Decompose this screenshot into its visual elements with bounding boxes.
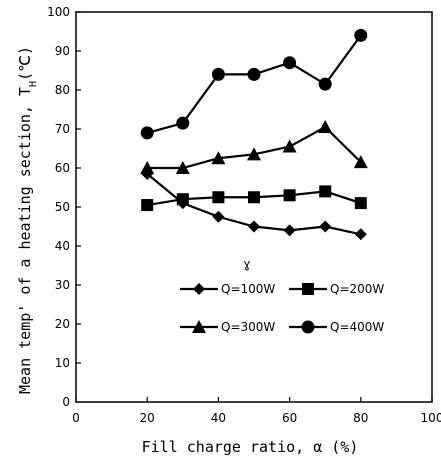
data-point: [211, 67, 225, 81]
y-tick-label: 0: [62, 395, 70, 409]
series-2: [141, 185, 367, 212]
data-point: [354, 28, 368, 42]
y-axis: 0 10 20 30 40 50 60 70 80 90 100: [47, 5, 81, 409]
y-tick-label: 50: [55, 200, 70, 214]
data-point: [175, 161, 190, 174]
legend-marker: [302, 283, 314, 295]
legend-item: Q=200W: [289, 282, 384, 296]
y-axis-title-main: Mean temp' of a heating section, T: [16, 87, 34, 394]
data-point: [140, 126, 154, 140]
data-point: [248, 220, 260, 233]
data-point: [212, 210, 225, 223]
legend-item: Q=400W: [289, 320, 384, 334]
data-point: [247, 147, 261, 161]
legend-item: Q=300W: [180, 320, 275, 334]
x-axis: 0 20 40 60 80 100: [72, 397, 441, 425]
data-point: [283, 189, 296, 202]
legend-label: Q=400W: [330, 320, 384, 334]
data-point: [211, 151, 226, 165]
x-tick-label: 60: [282, 411, 297, 425]
data-point: [247, 67, 261, 81]
data-point: [282, 139, 297, 153]
y-axis-title: Mean temp' of a heating section, TH(℃): [16, 46, 39, 394]
annotation-mark: ɣ: [243, 257, 250, 271]
y-tick-label: 90: [55, 44, 70, 58]
data-point: [140, 161, 155, 174]
data-point: [248, 191, 260, 204]
x-axis-title: Fill charge ratio, α (%): [142, 438, 359, 456]
series-4: [140, 28, 368, 140]
data-point: [318, 120, 333, 134]
y-axis-title-subscript: H: [28, 81, 39, 87]
x-tick-label: 100: [421, 411, 441, 425]
data-point: [283, 224, 296, 237]
x-tick-label: 80: [353, 411, 368, 425]
y-tick-label: 10: [55, 356, 70, 370]
y-tick-label: 40: [55, 239, 70, 253]
series-1: [141, 167, 367, 241]
legend: Q=100W Q=200W Q=300W Q=400W: [180, 282, 384, 334]
series-3: [140, 120, 368, 174]
data-point: [212, 191, 225, 204]
y-tick-label: 100: [47, 5, 70, 19]
legend-label: Q=200W: [330, 282, 384, 296]
data-point: [176, 193, 189, 206]
data-point: [318, 77, 332, 91]
data-point: [319, 185, 332, 198]
y-tick-label: 30: [55, 278, 70, 292]
data-point: [141, 199, 154, 212]
y-axis-title-unit: (℃): [16, 46, 34, 81]
data-point: [176, 116, 190, 130]
data-point: [354, 197, 367, 210]
x-tick-label: 40: [211, 411, 226, 425]
y-tick-label: 60: [55, 161, 70, 175]
legend-label: Q=300W: [221, 320, 275, 334]
legend-marker: [192, 320, 206, 333]
legend-marker: [301, 320, 315, 334]
data-point: [319, 220, 332, 233]
data-point: [354, 228, 367, 241]
data-point: [283, 56, 297, 70]
x-tick-label: 20: [140, 411, 155, 425]
y-tick-label: 70: [55, 122, 70, 136]
legend-label: Q=100W: [221, 282, 275, 296]
y-tick-label: 80: [55, 83, 70, 97]
y-tick-label: 20: [55, 317, 70, 331]
x-tick-label: 0: [72, 411, 80, 425]
legend-marker: [193, 283, 205, 295]
legend-item: Q=100W: [180, 282, 275, 296]
series-layer: [140, 28, 368, 241]
data-point: [353, 155, 368, 169]
